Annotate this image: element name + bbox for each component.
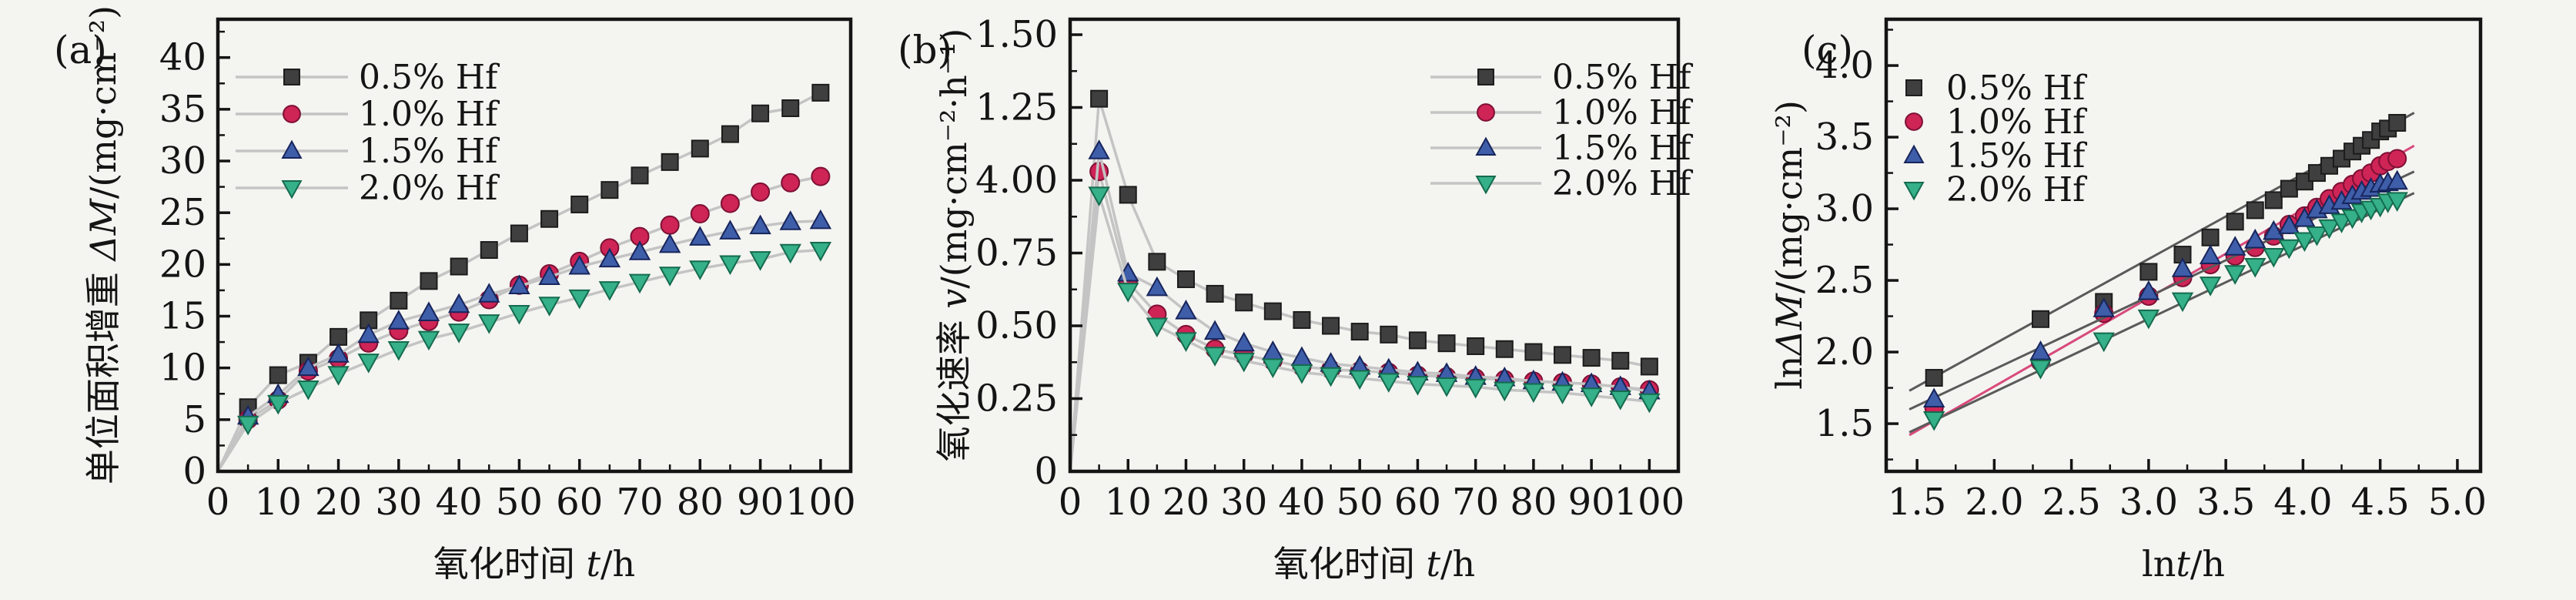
y-tick-label: 2.0 <box>1815 330 1874 374</box>
y-tick-label: 25 <box>159 191 206 234</box>
x-tick-label: 2.5 <box>2042 481 2100 524</box>
y-tick-label: 0.50 <box>975 304 1058 347</box>
x-tick-label: 80 <box>1510 481 1557 524</box>
y-tick-label: 1.50 <box>975 13 1058 56</box>
legend: 0.5% Hf1.0% Hf1.5% Hf2.0% Hf <box>1903 69 2087 209</box>
y-tick-label: 4.00 <box>975 159 1058 202</box>
series-0-5-hf <box>216 83 830 472</box>
y-axis-label: lnΔM/(mg·cm⁻²) <box>1768 100 1810 390</box>
x-tick-label: 90 <box>1568 481 1615 524</box>
y-axis-label: 氧化速率 v/(mg·cm⁻²·h⁻¹) <box>933 28 975 462</box>
plot-border <box>1068 17 1681 474</box>
legend-label: 0.5% Hf <box>1946 69 2087 108</box>
x-tick-label: 40 <box>436 481 483 524</box>
x-tick-label: 0 <box>206 481 230 524</box>
y-tick-label: 10 <box>159 347 206 390</box>
y-tick-label: 1.5 <box>1815 402 1874 445</box>
series-2-0-hf <box>1909 192 2415 434</box>
y-tick-label: 3.5 <box>1815 116 1874 159</box>
legend-label: 0.5% Hf <box>1552 58 1693 97</box>
y-tick-label: 40 <box>159 36 206 79</box>
legend-label: 1.5% Hf <box>1552 129 1693 168</box>
x-axis-label: lnt/h <box>2142 543 2225 585</box>
x-tick-label: 4.5 <box>2350 481 2409 524</box>
x-tick-label: 30 <box>1220 481 1267 524</box>
legend-label: 2.0% Hf <box>359 169 500 208</box>
legend-label: 1.5% Hf <box>359 132 500 171</box>
data-layer <box>1069 89 1661 472</box>
legend: 0.5% Hf1.0% Hf1.5% Hf2.0% Hf <box>1430 58 1693 203</box>
x-tick-label: 90 <box>737 481 784 524</box>
legend: 0.5% Hf1.0% Hf1.5% Hf2.0% Hf <box>236 58 500 208</box>
y-tick-label: 0.25 <box>975 377 1058 421</box>
x-axis-label: 氧化时间 t/h <box>1273 543 1475 585</box>
series-0-5-hf <box>1069 89 1658 472</box>
series-1-0-hf <box>216 166 831 472</box>
legend-label: 1.0% Hf <box>1946 102 2087 142</box>
series-2-0-hf <box>1069 186 1661 472</box>
y-tick-label: 0 <box>1034 450 1058 493</box>
data-layer <box>1909 112 2415 437</box>
x-tick-label: 20 <box>315 481 362 524</box>
x-tick-label: 2.0 <box>1965 481 2023 524</box>
panel-letter: (a) <box>54 28 107 72</box>
legend-label: 0.5% Hf <box>359 58 500 97</box>
x-tick-label: 70 <box>616 481 663 524</box>
x-tick-label: 50 <box>496 481 543 524</box>
y-tick-label: 0 <box>182 450 206 493</box>
y-axis-label: 单位面积增重 ΔM/(mg·cm⁻²) <box>82 5 124 484</box>
legend-label: 1.0% Hf <box>1552 93 1693 132</box>
panel-letter: (b) <box>898 28 952 72</box>
axes: 1.5 2.0 2.5 3.0 3.5 4.0 4.5 5.0 1.5 2.0 2.5 3.0 3.5 4… <box>1815 17 2487 524</box>
x-tick-label: 1.5 <box>1888 481 1946 524</box>
x-tick-label: 5.0 <box>2428 481 2487 524</box>
y-tick-label: 1.25 <box>975 86 1058 129</box>
y-tick-label: 20 <box>159 243 206 286</box>
y-tick-label: 5 <box>182 398 206 441</box>
legend-label: 1.5% Hf <box>1946 136 2087 176</box>
legend-label: 2.0% Hf <box>1552 164 1693 203</box>
legend-label: 2.0% Hf <box>1946 170 2087 209</box>
x-axis-label: 氧化时间 t/h <box>433 543 635 585</box>
series-1-5-hf <box>216 209 832 472</box>
fit-line <box>1909 192 2415 434</box>
series-2-0-hf <box>216 242 832 472</box>
series-0-5-hf <box>1909 112 2415 392</box>
x-tick-label: 20 <box>1163 481 1209 524</box>
panel-letter: (c) <box>1802 28 1853 72</box>
x-tick-label: 10 <box>1105 481 1152 524</box>
x-tick-label: 40 <box>1278 481 1325 524</box>
x-tick-label: 3.5 <box>2196 481 2255 524</box>
x-tick-label: 60 <box>1394 481 1441 524</box>
x-tick-label: 80 <box>677 481 724 524</box>
x-tick-label: 60 <box>556 481 603 524</box>
y-tick-label: 4.0 <box>1815 44 1874 87</box>
x-tick-label: 70 <box>1452 481 1499 524</box>
x-tick-label: 3.0 <box>2119 481 2178 524</box>
y-tick-label: 30 <box>159 139 206 183</box>
y-tick-label: 3.0 <box>1815 187 1874 230</box>
plot-border <box>216 17 853 474</box>
y-tick-label: 15 <box>159 295 206 338</box>
panel-a-chart: 0 10 20 30 40 50 60 70 80 90 1000510152025303540氧化… <box>54 5 856 585</box>
x-tick-label: 30 <box>375 481 422 524</box>
x-tick-label: 50 <box>1337 481 1383 524</box>
x-tick-label: 4.0 <box>2273 481 2332 524</box>
x-tick-label: 0 <box>1059 481 1082 524</box>
y-tick-label: 2.5 <box>1815 259 1874 302</box>
y-tick-label: 0.75 <box>975 232 1058 275</box>
x-tick-label: 100 <box>785 481 856 524</box>
series-1-0-hf <box>1069 162 1659 472</box>
panel-c-chart: 1.5 2.0 2.5 3.0 3.5 4.0 4.5 5.0 1.5 2.0 2.5 3.0 3.5 4… <box>1768 17 2487 585</box>
data-layer <box>216 83 832 472</box>
y-tick-label: 35 <box>159 88 206 131</box>
series-1-5-hf <box>1909 169 2415 411</box>
x-tick-label: 10 <box>255 481 302 524</box>
legend-label: 1.0% Hf <box>359 95 500 134</box>
x-tick-label: 100 <box>1614 481 1685 524</box>
